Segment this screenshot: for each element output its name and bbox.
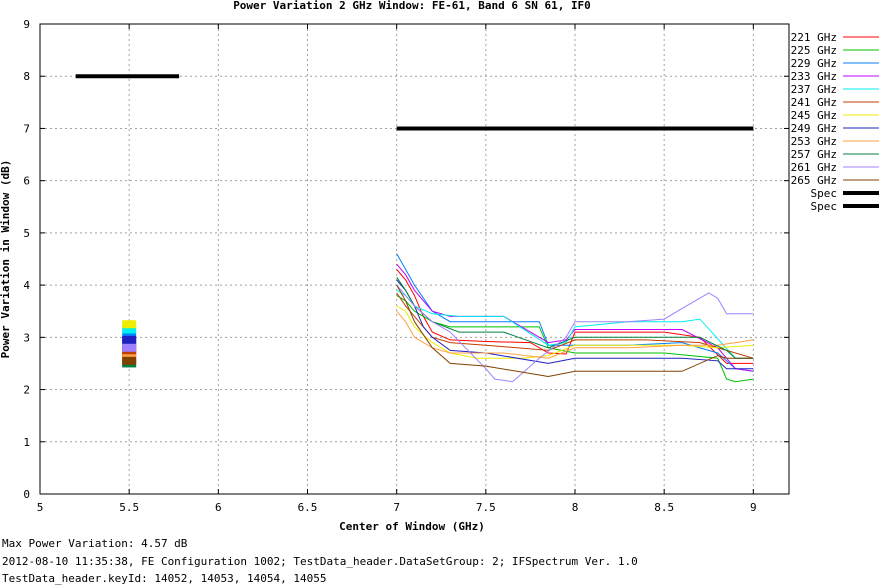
legend-label: 253 GHz [791,135,837,148]
series-line [396,263,754,372]
y-tick-label: 6 [23,175,30,188]
series-marker [122,325,137,334]
legend-label: Spec [811,187,838,200]
legend-label: 257 GHz [791,148,837,161]
series-marker [122,356,137,365]
y-tick-label: 3 [23,331,30,344]
test-config-text: 2012-08-10 11:35:38, FE Configuration 10… [2,555,638,568]
axis-ticks: 0 1 2 3 4 5 6 7 8 9 5 5.5 6 6.5 7 7.5 8 8.5 9 [23,18,789,514]
legend-label: 221 GHz [791,31,837,44]
series-line [396,253,754,372]
series-line [396,284,754,378]
legend-label: 261 GHz [791,161,837,174]
x-tick-label: 9 [750,501,757,514]
x-tick-label: 7.5 [476,501,496,514]
series-line [396,269,754,364]
x-tick-label: 8 [572,501,579,514]
x-axis-label: Center of Window (GHz) [339,520,485,533]
y-tick-label: 2 [23,384,30,397]
key-id-text: TestData_header.keyId: 14052, 14053, 140… [2,572,327,585]
legend-label: 241 GHz [791,96,837,109]
x-tick-label: 8.5 [654,501,674,514]
x-tick-label: 6.5 [298,501,318,514]
legend-label: 233 GHz [791,70,837,83]
legend-label: 249 GHz [791,122,837,135]
chart-title: Power Variation 2 GHz Window: FE-61, Ban… [233,0,591,12]
legend-label: 225 GHz [791,44,837,57]
x-tick-label: 7 [393,501,400,514]
legend-label: 237 GHz [791,83,837,96]
series-marker [122,320,137,329]
x-tick-label: 6 [215,501,222,514]
series-line [396,279,754,370]
legend-label: 265 GHz [791,174,837,187]
grid-lines [40,24,789,494]
max-power-variation-text: Max Power Variation: 4.57 dB [2,537,188,550]
series-marker [122,343,137,352]
series-line [396,310,754,359]
y-axis-label: Power Variation in Window (dB) [0,160,12,359]
x-tick-label: 5 [37,501,44,514]
spec-lines [75,74,754,131]
y-tick-label: 5 [23,227,30,240]
plot-area [39,23,790,495]
y-tick-label: 7 [23,122,30,135]
legend-label: Spec [811,200,838,213]
series-lines [122,253,754,383]
series-line [396,292,754,359]
y-tick-label: 1 [23,436,30,449]
y-tick-label: 0 [23,488,30,501]
y-tick-label: 4 [23,279,30,292]
series-line [396,284,754,383]
y-tick-label: 9 [23,18,30,31]
x-tick-label: 5.5 [119,501,139,514]
legend-label: 229 GHz [791,57,837,70]
y-tick-label: 8 [23,70,30,83]
legend-label: 245 GHz [791,109,837,122]
series-marker [122,335,137,344]
